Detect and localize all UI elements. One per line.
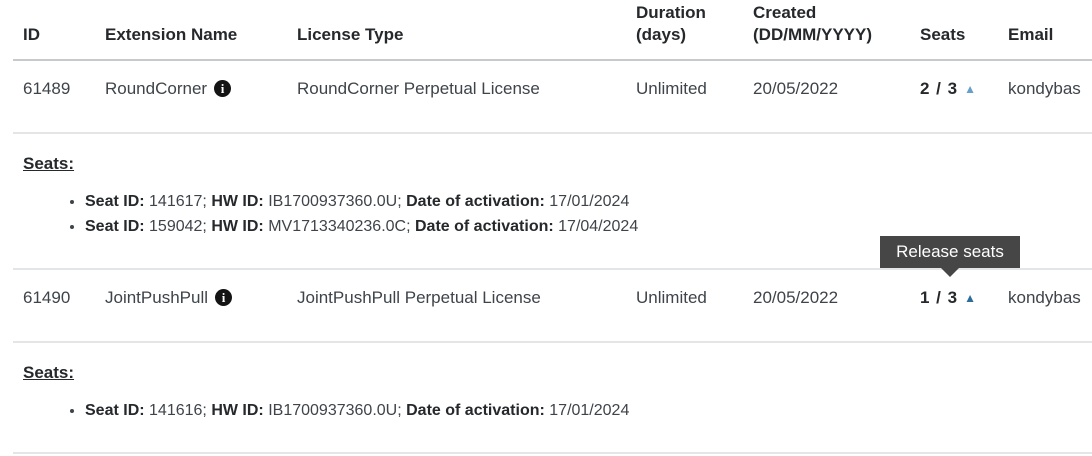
- extension-name: JointPushPull: [105, 287, 209, 307]
- hw-id-label: HW ID:: [211, 401, 264, 419]
- email-value: kondybas: [1008, 78, 1081, 98]
- seat-list: Seat ID: 141616; HW ID: IB1700937360.0U;…: [23, 398, 1092, 423]
- seat-list: Seat ID: 141617; HW ID: IB1700937360.0U;…: [23, 189, 1092, 239]
- seat-id-value: 141617;: [149, 192, 207, 210]
- activation-label: Date of activation:: [415, 217, 554, 235]
- seat-count: 1 / 3: [920, 287, 959, 307]
- seat-detail-item: Seat ID: 159042; HW ID: MV1713340236.0C;…: [85, 214, 1092, 239]
- activation-date: 17/01/2024: [549, 401, 630, 419]
- collapse-seats-arrow[interactable]: ▲: [964, 81, 976, 96]
- seat-count: 2 / 3: [920, 78, 959, 98]
- column-header-license-type: License Type: [287, 0, 626, 61]
- seat-detail-item: Seat ID: 141617; HW ID: IB1700937360.0U;…: [85, 189, 1092, 214]
- license-id: 61489: [13, 59, 95, 134]
- hw-id-label: HW ID:: [211, 217, 264, 235]
- seat-id-label: Seat ID:: [85, 192, 145, 210]
- email-value: kondybas: [1008, 287, 1081, 307]
- activation-label: Date of activation:: [406, 401, 545, 419]
- seats-heading: Seats:: [23, 362, 75, 382]
- license-row: 61490 JointPushPull i JointPushPull Perp…: [13, 268, 1092, 343]
- seats-heading: Seats:: [23, 153, 75, 173]
- extension-name-cell: JointPushPull i: [95, 268, 287, 343]
- info-icon[interactable]: i: [215, 289, 233, 306]
- hw-id-value: IB1700937360.0U;: [268, 401, 402, 419]
- seats-cell: 2 / 3 ▲: [910, 59, 998, 134]
- license-row: 61489 RoundCorner i RoundCorner Perpetua…: [13, 59, 1092, 134]
- email-cell: kondybas: [998, 59, 1092, 134]
- duration: Unlimited: [626, 268, 743, 343]
- seat-details-row: Seats: Seat ID: 141616; HW ID: IB1700937…: [13, 341, 1092, 454]
- license-type: JointPushPull Perpetual License: [287, 268, 626, 343]
- activation-date: 17/04/2024: [558, 217, 639, 235]
- column-header-email: Email: [998, 0, 1092, 61]
- info-icon[interactable]: i: [214, 80, 232, 97]
- collapse-seats-arrow[interactable]: ▲: [964, 290, 976, 305]
- extension-name-cell: RoundCorner i: [95, 59, 287, 134]
- seat-detail-item: Seat ID: 141616; HW ID: IB1700937360.0U;…: [85, 398, 1092, 423]
- licenses-table: ID Extension Name License Type Duration …: [13, 0, 1092, 454]
- seat-id-value: 141616;: [149, 401, 207, 419]
- extension-name: RoundCorner: [105, 78, 208, 98]
- seat-details-cell: Seats: Seat ID: 141616; HW ID: IB1700937…: [13, 341, 1092, 454]
- email-cell: kondybas: [998, 268, 1092, 343]
- column-header-extension-name: Extension Name: [95, 0, 287, 61]
- column-header-seats: Seats: [910, 0, 998, 61]
- seat-id-label: Seat ID:: [85, 217, 145, 235]
- table-header-row: ID Extension Name License Type Duration …: [13, 0, 1092, 61]
- column-header-id: ID: [13, 0, 95, 61]
- activation-label: Date of activation:: [406, 192, 545, 210]
- column-header-created: Created (DD/MM/YYYY): [743, 0, 910, 61]
- seat-id-label: Seat ID:: [85, 401, 145, 419]
- activation-date: 17/01/2024: [549, 192, 630, 210]
- hw-id-value: MV1713340236.0C;: [268, 217, 411, 235]
- seat-id-value: 159042;: [149, 217, 207, 235]
- hw-id-label: HW ID:: [211, 192, 264, 210]
- created-date: 20/05/2022: [743, 59, 910, 134]
- column-header-duration: Duration (days): [626, 0, 743, 61]
- seats-cell: 1 / 3 ▲: [910, 268, 998, 343]
- hw-id-value: IB1700937360.0U;: [268, 192, 402, 210]
- created-date: 20/05/2022: [743, 268, 910, 343]
- license-type: RoundCorner Perpetual License: [287, 59, 626, 134]
- license-id: 61490: [13, 268, 95, 343]
- tooltip-release-seats: Release seats: [880, 236, 1020, 277]
- duration: Unlimited: [626, 59, 743, 134]
